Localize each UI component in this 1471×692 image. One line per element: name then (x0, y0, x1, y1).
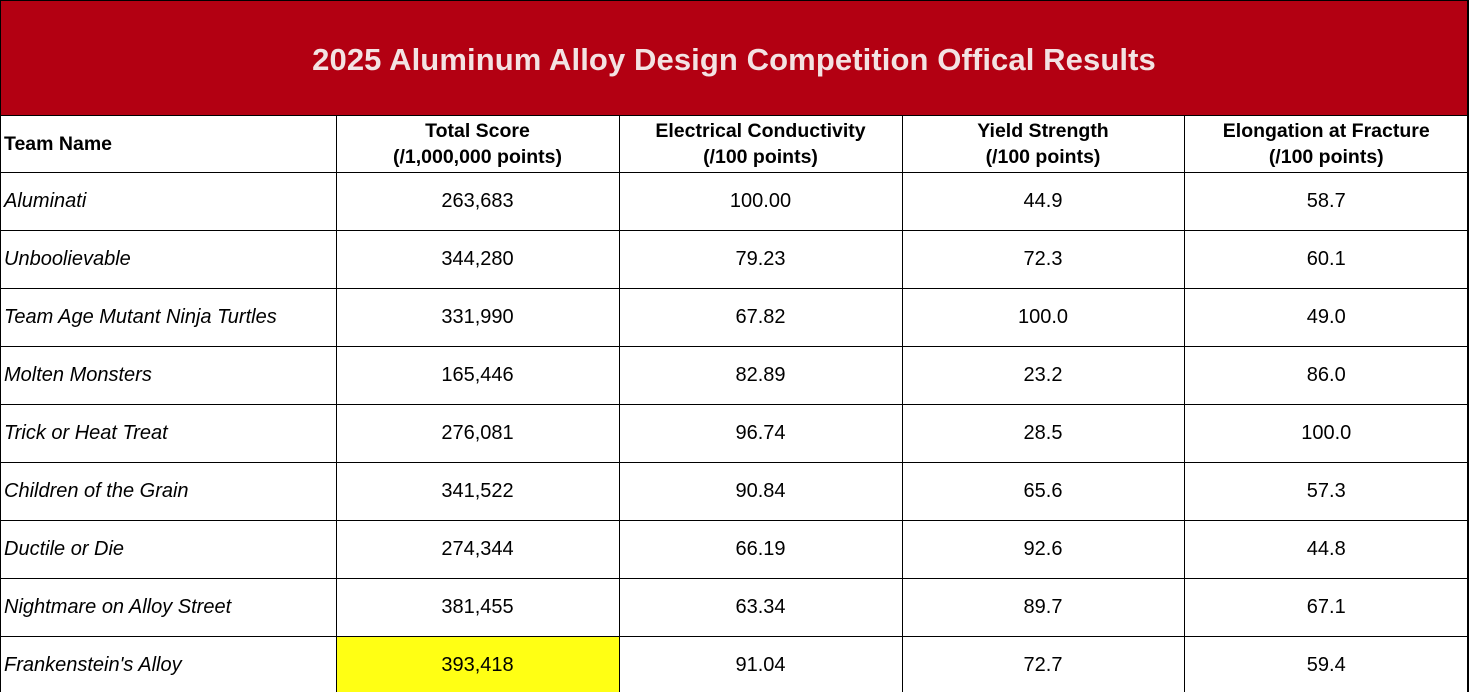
team-name-cell[interactable]: Team Age Mutant Ninja Turtles (1, 288, 337, 347)
conductivity-cell[interactable]: 91.04 (618, 636, 903, 692)
yield-strength-cell[interactable]: 28.5 (901, 404, 1185, 463)
team-name-cell[interactable]: Molten Monsters (1, 346, 337, 405)
total-score-cell[interactable]: 274,344 (335, 520, 620, 579)
team-name-cell[interactable]: Aluminati (1, 172, 337, 231)
column-header-yield-strength[interactable]: Yield Strength (/100 points) (901, 116, 1185, 173)
yield-strength-cell[interactable]: 65.6 (901, 462, 1185, 521)
results-table: Team Name Total Score (/1,000,000 points… (1, 116, 1467, 692)
table-row: Aluminati 263,683 100.00 44.9 58.7 (1, 172, 1467, 231)
team-name-cell[interactable]: Frankenstein's Alloy (1, 636, 337, 692)
column-header-label: Yield Strength (977, 120, 1109, 142)
yield-strength-cell[interactable]: 44.9 (901, 172, 1185, 231)
column-header-label: Elongation at Fracture (1222, 120, 1430, 142)
table-row: Molten Monsters 165,446 82.89 23.2 86.0 (1, 346, 1467, 405)
table-body: Aluminati 263,683 100.00 44.9 58.7 Unboolieva… (1, 172, 1467, 692)
yield-strength-cell[interactable]: 23.2 (901, 346, 1185, 405)
team-name-cell[interactable]: Unboolievable (1, 230, 337, 289)
yield-strength-cell[interactable]: 92.6 (901, 520, 1185, 579)
column-header-unit: (/1,000,000 points) (392, 146, 563, 168)
column-header-unit: (/100 points) (985, 146, 1101, 168)
title-banner: 2025 Aluminum Alloy Design Competition O… (1, 1, 1467, 116)
conductivity-cell[interactable]: 90.84 (618, 462, 903, 521)
team-name-cell[interactable]: Nightmare on Alloy Street (1, 578, 337, 637)
total-score-cell[interactable]: 263,683 (335, 172, 620, 231)
conductivity-cell[interactable]: 67.82 (618, 288, 903, 347)
column-header-elongation[interactable]: Elongation at Fracture (/100 points) (1183, 116, 1467, 173)
table-row: Trick or Heat Treat 276,081 96.74 28.5 100.0 (1, 404, 1467, 463)
yield-strength-cell[interactable]: 100.0 (901, 288, 1185, 347)
column-header-unit: (/100 points) (1268, 146, 1384, 168)
conductivity-cell[interactable]: 82.89 (618, 346, 903, 405)
yield-strength-cell[interactable]: 89.7 (901, 578, 1185, 637)
conductivity-cell[interactable]: 63.34 (618, 578, 903, 637)
team-name-cell[interactable]: Children of the Grain (1, 462, 337, 521)
table-row: Frankenstein's Alloy 393,418 91.04 72.7 59.4 (1, 636, 1467, 692)
column-header-label: Electrical Conductivity (655, 120, 866, 142)
column-header-team-name[interactable]: Team Name (1, 116, 337, 173)
total-score-cell[interactable]: 344,280 (335, 230, 620, 289)
total-score-cell[interactable]: 341,522 (335, 462, 620, 521)
header-row: Team Name Total Score (/1,000,000 points… (1, 116, 1467, 173)
team-name-cell[interactable]: Ductile or Die (1, 520, 337, 579)
elongation-cell[interactable]: 67.1 (1183, 578, 1467, 637)
elongation-cell[interactable]: 100.0 (1183, 404, 1467, 463)
total-score-cell[interactable]: 331,990 (335, 288, 620, 347)
elongation-cell[interactable]: 86.0 (1183, 346, 1467, 405)
table-row: Team Age Mutant Ninja Turtles 331,990 67.8… (1, 288, 1467, 347)
column-header-electrical-conductivity[interactable]: Electrical Conductivity (/100 points) (618, 116, 903, 173)
elongation-cell[interactable]: 58.7 (1183, 172, 1467, 231)
yield-strength-cell[interactable]: 72.7 (901, 636, 1185, 692)
total-score-cell[interactable]: 165,446 (335, 346, 620, 405)
table-row: Ductile or Die 274,344 66.19 92.6 44.8 (1, 520, 1467, 579)
elongation-cell[interactable]: 60.1 (1183, 230, 1467, 289)
elongation-cell[interactable]: 49.0 (1183, 288, 1467, 347)
column-header-unit: (/100 points) (703, 146, 818, 168)
table-row: Unboolievable 344,280 79.23 72.3 60.1 (1, 230, 1467, 289)
elongation-cell[interactable]: 59.4 (1183, 636, 1467, 692)
table-row: Nightmare on Alloy Street 381,455 63.34 89.… (1, 578, 1467, 637)
elongation-cell[interactable]: 57.3 (1183, 462, 1467, 521)
conductivity-cell[interactable]: 96.74 (618, 404, 903, 463)
team-name-cell[interactable]: Trick or Heat Treat (1, 404, 337, 463)
column-header-total-score[interactable]: Total Score (/1,000,000 points) (335, 116, 620, 173)
column-header-label: Team Name (4, 133, 113, 155)
conductivity-cell[interactable]: 79.23 (618, 230, 903, 289)
conductivity-cell[interactable]: 66.19 (618, 520, 903, 579)
table-row: Children of the Grain 341,522 90.84 65.6 57.… (1, 462, 1467, 521)
conductivity-cell[interactable]: 100.00 (618, 172, 903, 231)
page-title: 2025 Aluminum Alloy Design Competition O… (312, 42, 1156, 77)
yield-strength-cell[interactable]: 72.3 (901, 230, 1185, 289)
total-score-cell[interactable]: 393,418 (335, 636, 620, 692)
elongation-cell[interactable]: 44.8 (1183, 520, 1467, 579)
column-header-label: Total Score (425, 120, 530, 142)
total-score-cell[interactable]: 381,455 (335, 578, 620, 637)
total-score-cell[interactable]: 276,081 (335, 404, 620, 463)
